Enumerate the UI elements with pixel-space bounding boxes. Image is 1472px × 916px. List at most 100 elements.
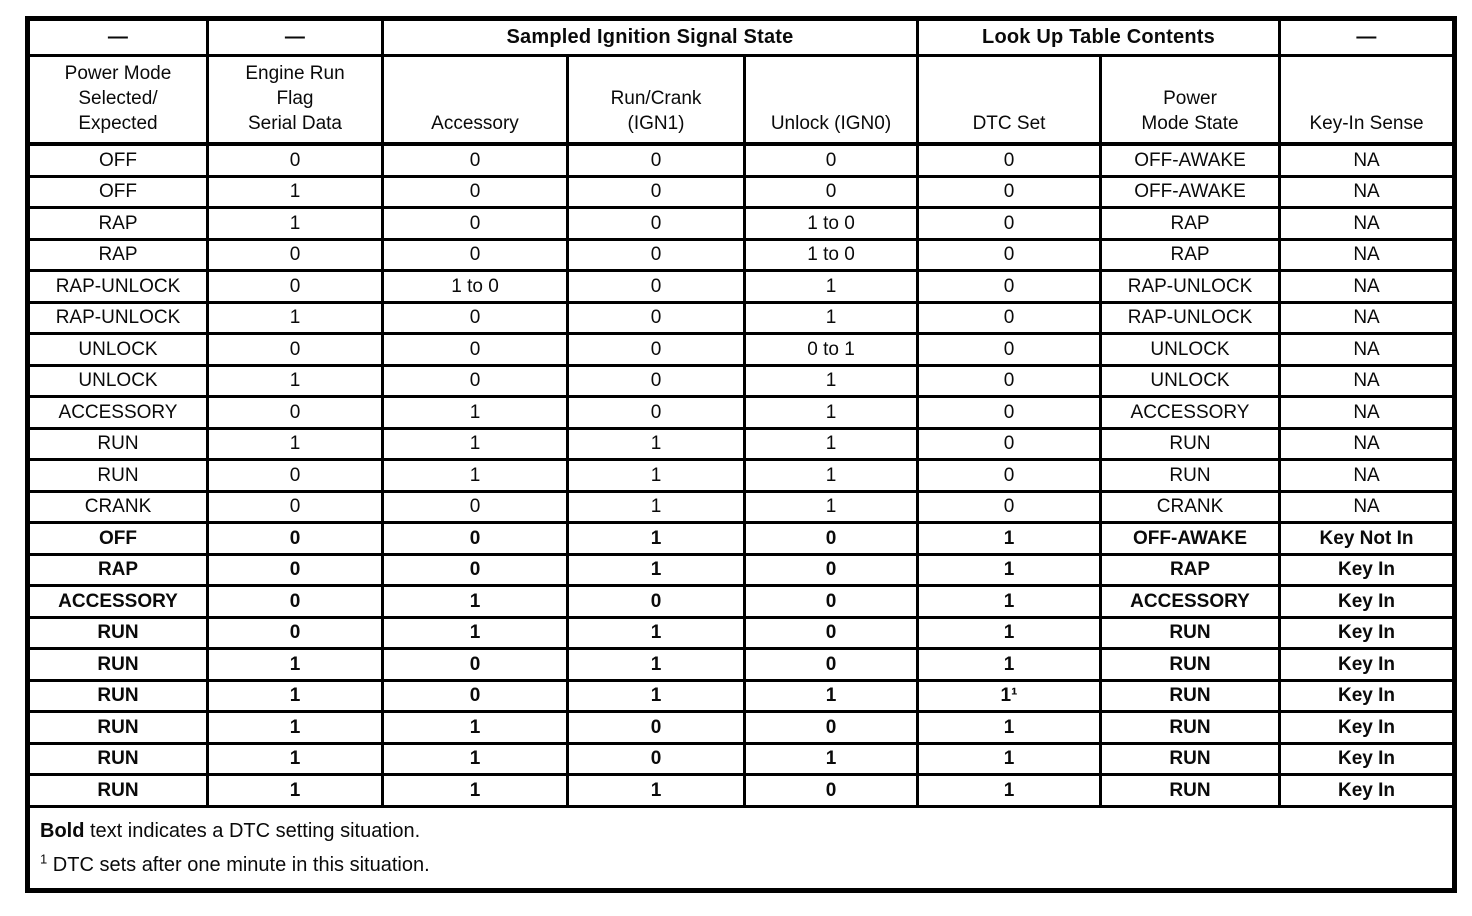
column-header-cell: Engine Run Flag Serial Data [206,54,384,146]
table-cell: 1 [916,521,1102,556]
column-header-cell: Power Mode Selected/ Expected [26,54,209,146]
footnote-line-1-text: text indicates a DTC setting situation. [84,819,421,842]
table-cell: RAP [26,237,209,272]
table-cell: ACCESSORY [1098,395,1282,430]
table-cell: 1 [743,426,919,461]
column-header-cell: Key-In Sense [1278,54,1457,146]
table-cell: 0 [206,237,384,272]
table-cell: 0 [206,142,384,178]
table-cell: ACCESSORY [26,584,209,619]
column-header-cell: DTC Set [916,54,1102,146]
footnote-bold-word: Bold [40,819,85,842]
column-header-row: Power Mode Selected/ Expected Engine Run … [26,54,1457,146]
table-cell: 0 [566,395,746,430]
table-row: RUN 1 1 0 0 1 RUN Key In [26,710,1457,745]
table-cell: 0 [206,489,384,524]
table-cell: 0 [206,395,384,430]
table-row: CRANK 0 0 1 1 0 CRANK NA [26,489,1457,524]
table-cell: 1 [206,678,384,713]
table-cell: 1 [206,206,384,241]
table-row: RAP-UNLOCK 0 1 to 0 0 1 0 RAP-UNLOCK NA [26,269,1457,304]
table-cell: 1¹ [916,678,1102,713]
table-cell: OFF [26,174,209,209]
table-cell: RAP [26,206,209,241]
table-cell: Key In [1278,678,1457,713]
table-cell: OFF [26,521,209,556]
table-cell: ACCESSORY [1098,584,1282,619]
table-cell: Key In [1278,741,1457,776]
table-cell: 0 [566,363,746,398]
table-cell: NA [1278,142,1457,178]
placeholder-dash-cell: — [1278,17,1457,57]
table-cell: 1 [743,363,919,398]
table-cell: Key In [1278,552,1457,587]
table-cell: 0 [566,237,746,272]
table-cell: RUN [26,710,209,745]
table-cell: 0 [206,332,384,367]
table-cell: RUN [26,458,209,493]
table-cell: 1 [381,710,569,745]
table-cell: 0 [206,552,384,587]
table-cell: RAP-UNLOCK [1098,269,1282,304]
group-header-cell: Look Up Table Contents [915,17,1282,57]
table-cell: 0 [566,710,746,745]
table-row: RUN 0 1 1 1 0 RUN NA [26,458,1457,493]
group-header-cell: Sampled Ignition Signal State [381,17,919,57]
table-cell: CRANK [26,489,209,524]
table-cell: RAP [1098,552,1282,587]
table-cell: 0 [916,300,1102,335]
table-cell: NA [1278,237,1457,272]
table-cell: 1 [566,678,746,713]
table-cell: 1 [206,647,384,682]
table-row: RUN 1 0 1 1 1¹ RUN Key In [26,678,1457,713]
table-cell: 1 [566,647,746,682]
table-cell: 1 [916,647,1102,682]
table-cell: RAP [26,552,209,587]
table-cell: 0 [381,489,569,524]
table-cell: Key In [1278,584,1457,619]
table-cell: RAP-UNLOCK [26,269,209,304]
table-row: ACCESSORY 0 1 0 1 0 ACCESSORY NA [26,395,1457,430]
table-cell: 1 [381,426,569,461]
table-cell: 0 [743,615,919,650]
table-cell: 0 [381,174,569,209]
table-cell: UNLOCK [1098,363,1282,398]
table-cell: NA [1278,489,1457,524]
table-cell: 1 [206,710,384,745]
table-cell: 1 [743,741,919,776]
table-cell: 0 [743,710,919,745]
table-cell: 0 [566,332,746,367]
table-cell: CRANK [1098,489,1282,524]
table-cell: 0 [566,584,746,619]
table-cell: 1 [566,489,746,524]
table-cell: 0 [206,521,384,556]
table-cell: 0 [916,269,1102,304]
table-cell: RUN [1098,741,1282,776]
table-row: UNLOCK 0 0 0 0 to 1 0 UNLOCK NA [26,332,1457,367]
table-cell: 1 [916,615,1102,650]
table-cell: 1 [566,615,746,650]
table-cell: 0 [381,142,569,178]
table-cell: OFF-AWAKE [1098,174,1282,209]
table-cell: 1 [206,174,384,209]
table-cell: 0 [916,458,1102,493]
table-cell: 0 [381,521,569,556]
table-row: RUN 1 0 1 0 1 RUN Key In [26,647,1457,682]
table-cell: RUN [1098,710,1282,745]
footnote-superscript-mark: 1 [40,851,48,867]
placeholder-dash-cell: — [26,17,209,57]
table-row: OFF 0 0 0 0 0 OFF-AWAKE NA [26,142,1457,178]
table-row: RAP-UNLOCK 1 0 0 1 0 RAP-UNLOCK NA [26,300,1457,335]
table-cell: 0 [381,552,569,587]
table-cell: 0 [743,521,919,556]
table-cell: 0 [743,142,919,178]
table-cell: NA [1278,206,1457,241]
table-cell: NA [1278,395,1457,430]
table-cell: RUN [26,773,209,808]
table-row: OFF 1 0 0 0 0 OFF-AWAKE NA [26,174,1457,209]
table-cell: 1 to 0 [743,206,919,241]
table-cell: Key In [1278,615,1457,650]
table-row: ACCESSORY 0 1 0 0 1 ACCESSORY Key In [26,584,1457,619]
table-cell: 1 [206,426,384,461]
